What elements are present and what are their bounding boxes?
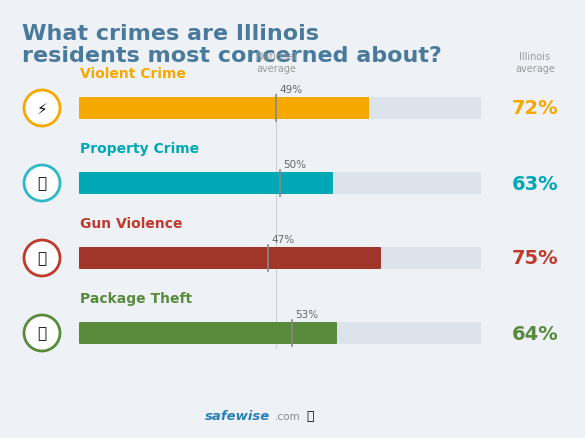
Text: National
average: National average: [256, 52, 297, 74]
Text: 53%: 53%: [295, 309, 318, 319]
FancyBboxPatch shape: [79, 247, 381, 269]
Circle shape: [24, 166, 60, 201]
FancyBboxPatch shape: [79, 173, 481, 194]
FancyBboxPatch shape: [79, 322, 481, 344]
Text: 50%: 50%: [283, 159, 306, 170]
Text: 47%: 47%: [271, 234, 294, 244]
Circle shape: [24, 240, 60, 276]
Text: 63%: 63%: [512, 174, 558, 193]
Text: 🔫: 🔫: [37, 251, 47, 266]
Text: What crimes are Illinois: What crimes are Illinois: [22, 24, 319, 44]
Text: Package Theft: Package Theft: [80, 291, 192, 305]
FancyBboxPatch shape: [79, 173, 333, 194]
Text: 📦: 📦: [37, 326, 47, 341]
Text: 75%: 75%: [512, 249, 558, 268]
Text: residents most concerned about?: residents most concerned about?: [22, 46, 442, 66]
Text: 49%: 49%: [279, 85, 302, 95]
Text: 🦉: 🦉: [307, 410, 314, 423]
FancyBboxPatch shape: [79, 98, 369, 120]
Text: ⚡: ⚡: [37, 101, 47, 116]
Text: Illinois
average: Illinois average: [515, 52, 555, 74]
Text: Violent Crime: Violent Crime: [80, 67, 186, 81]
Text: safewise: safewise: [205, 410, 270, 423]
Text: 72%: 72%: [512, 99, 558, 118]
Text: Property Crime: Property Crime: [80, 141, 199, 155]
FancyBboxPatch shape: [79, 322, 337, 344]
Text: .com: .com: [275, 411, 301, 421]
Text: 🏠: 🏠: [37, 176, 47, 191]
Text: 64%: 64%: [512, 324, 558, 343]
FancyBboxPatch shape: [79, 247, 481, 269]
Circle shape: [24, 315, 60, 351]
FancyBboxPatch shape: [79, 98, 481, 120]
Circle shape: [24, 91, 60, 127]
Text: Gun Violence: Gun Violence: [80, 216, 183, 230]
